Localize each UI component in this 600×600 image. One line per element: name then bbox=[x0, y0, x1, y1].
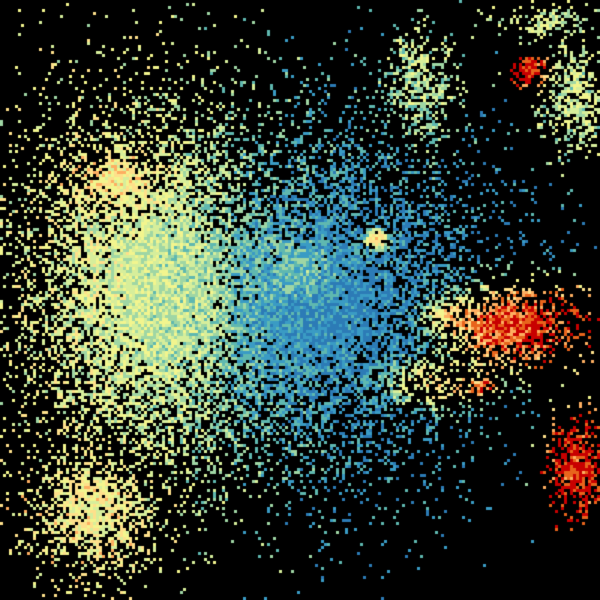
radar-reflectivity-canvas bbox=[0, 0, 600, 600]
radar-image bbox=[0, 0, 600, 600]
